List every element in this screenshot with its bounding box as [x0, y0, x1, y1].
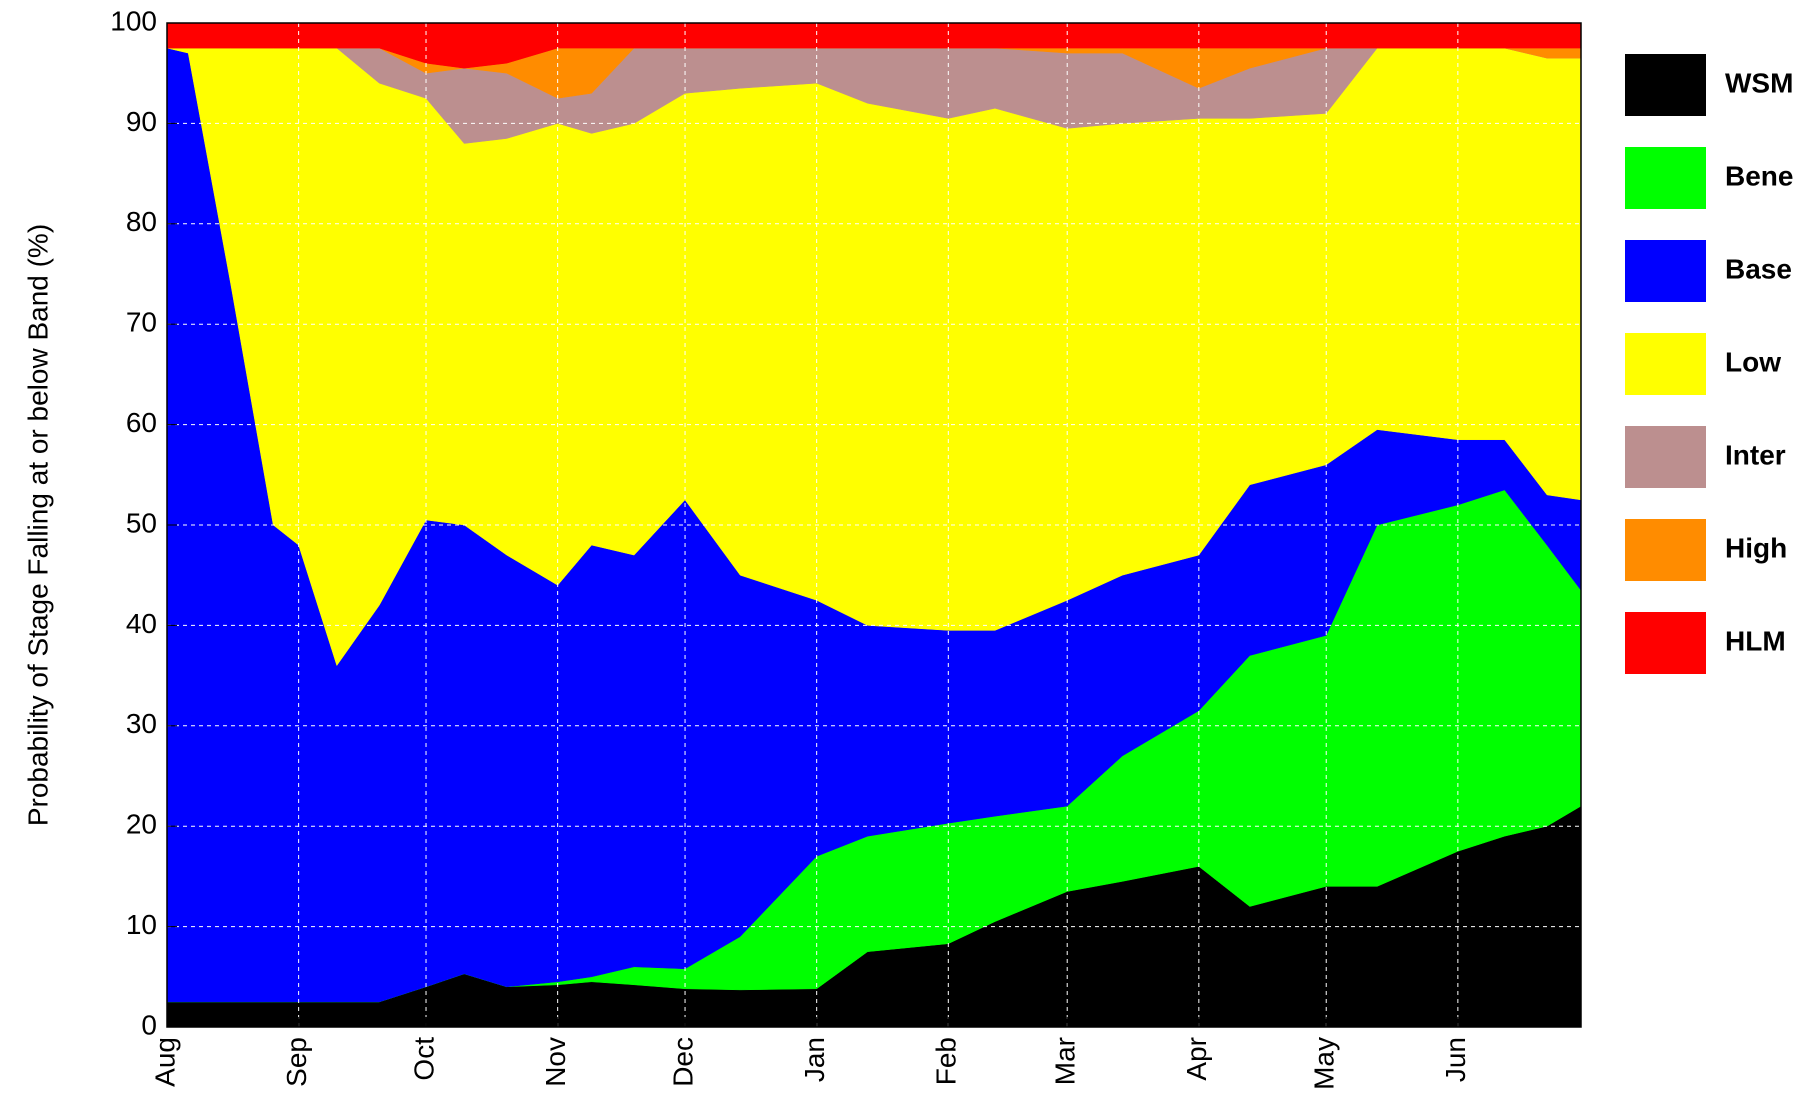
- legend-label: WSM: [1725, 67, 1793, 98]
- x-tick-label: Apr: [1181, 1037, 1212, 1081]
- x-tick-label: Jan: [799, 1037, 830, 1082]
- x-tick-label: Aug: [149, 1037, 180, 1087]
- x-tick-label: Feb: [931, 1037, 962, 1085]
- legend-label: Bene: [1725, 160, 1793, 191]
- legend-swatch: [1625, 612, 1706, 674]
- legend-swatch: [1625, 333, 1706, 395]
- legend-swatch: [1625, 519, 1706, 581]
- y-tick-label: 20: [126, 809, 157, 840]
- legend-swatch: [1625, 426, 1706, 488]
- legend-swatch: [1625, 240, 1706, 302]
- y-tick-label: 30: [126, 708, 157, 739]
- y-tick-label: 10: [126, 909, 157, 940]
- legend-label: Inter: [1725, 439, 1786, 470]
- y-tick-label: 80: [126, 206, 157, 237]
- y-tick-label: 90: [126, 106, 157, 137]
- y-tick-label: 40: [126, 608, 157, 639]
- x-tick-label: Oct: [408, 1037, 439, 1081]
- y-tick-label: 60: [126, 407, 157, 438]
- legend-label: HLM: [1725, 625, 1786, 656]
- plot-border: [166, 22, 1582, 1028]
- y-tick-label: 70: [126, 307, 157, 338]
- legend-swatch: [1625, 54, 1706, 116]
- x-tick-label: Mar: [1050, 1037, 1081, 1085]
- legend-label: High: [1725, 532, 1787, 563]
- x-tick-label: May: [1309, 1037, 1340, 1090]
- x-tick-label: Jun: [1440, 1037, 1471, 1082]
- y-tick-label: 100: [110, 5, 157, 36]
- x-tick-label: Sep: [281, 1037, 312, 1087]
- x-tick-label: Dec: [667, 1037, 698, 1087]
- legend-label: Base: [1725, 253, 1792, 284]
- y-tick-label: 0: [141, 1009, 157, 1040]
- y-tick-label: 50: [126, 507, 157, 538]
- y-axis-label: Probability of Stage Falling at or below…: [22, 224, 53, 826]
- legend-label: Low: [1725, 346, 1781, 377]
- legend-swatch: [1625, 147, 1706, 209]
- x-tick-label: Nov: [540, 1037, 571, 1087]
